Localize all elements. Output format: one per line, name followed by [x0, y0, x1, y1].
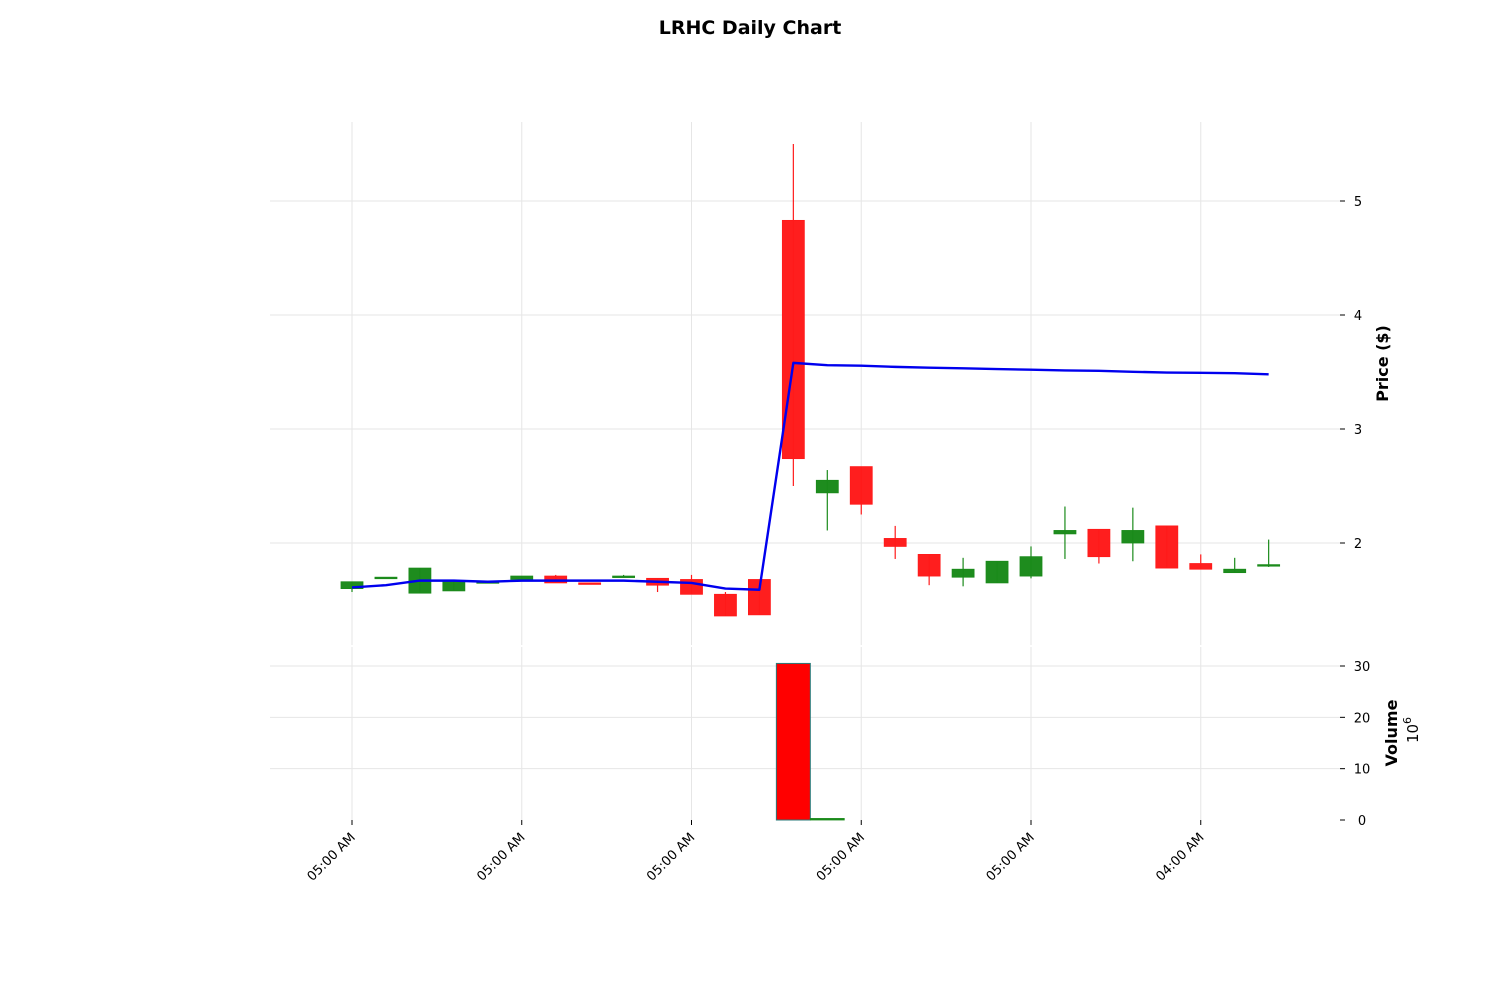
volume-exponent-label: 106	[1401, 717, 1422, 743]
x-tick-label: 05:00 AM	[305, 830, 359, 884]
candle-body	[442, 580, 466, 592]
candle-body	[849, 466, 873, 505]
candle-body	[951, 568, 975, 578]
candle-body	[612, 575, 635, 578]
candle-body	[917, 554, 941, 577]
candle-body	[748, 579, 771, 616]
price-ytick-label: 2	[1354, 537, 1362, 552]
candle-body	[578, 582, 602, 585]
candle-body	[883, 538, 907, 547]
volume-exponent-power: 6	[1401, 717, 1414, 724]
candle-body	[510, 575, 534, 580]
price-axis-title: Price ($)	[1373, 325, 1392, 402]
volume-ytick-label: 10	[1354, 763, 1371, 778]
volume-axis-title: Volume	[1382, 699, 1401, 766]
moving-average-line	[351, 361, 1269, 591]
volume-ytick-label: 30	[1354, 660, 1371, 675]
x-tick-label: 04:00 AM	[1153, 830, 1207, 884]
x-tick-label: 05:00 AM	[644, 830, 698, 884]
candle-body	[1019, 556, 1043, 577]
x-tick-label: 05:00 AM	[474, 830, 528, 884]
x-tick-label: 05:00 AM	[984, 830, 1038, 884]
candle-body	[781, 219, 805, 460]
candle-body	[1053, 530, 1077, 535]
price-ytick-label: 5	[1354, 195, 1362, 210]
candle-body	[1121, 530, 1145, 544]
price-ytick-label: 4	[1354, 309, 1362, 324]
candle-body	[815, 479, 839, 494]
candle-body	[1155, 525, 1179, 569]
candle-body	[374, 576, 398, 580]
x-tick-label: 05:00 AM	[814, 830, 868, 884]
candle-body	[340, 581, 364, 590]
candle-body	[1223, 568, 1247, 574]
candle-body	[1189, 563, 1213, 570]
volume-ytick-label: 20	[1354, 711, 1371, 726]
volume-bar	[775, 662, 811, 821]
candle-body	[714, 593, 737, 617]
volume-bar	[809, 818, 845, 821]
candle-body	[1087, 528, 1111, 558]
chart-title: LRHC Daily Chart	[658, 17, 842, 39]
candle-body	[1257, 564, 1281, 567]
price-ytick-label: 3	[1354, 423, 1362, 438]
volume-ytick-label: 0	[1358, 814, 1366, 829]
candle-body	[985, 560, 1009, 584]
